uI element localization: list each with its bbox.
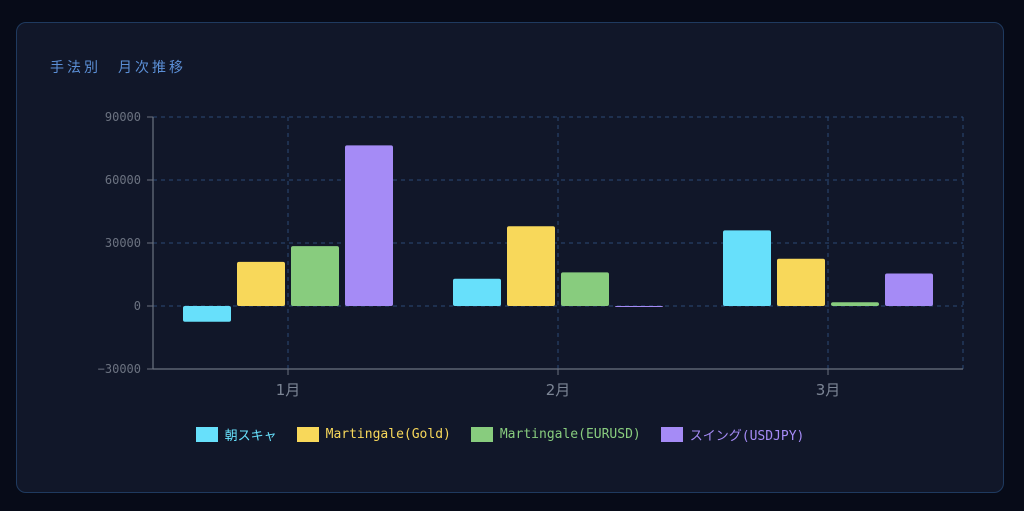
bars-layer — [183, 145, 933, 322]
axis-layer: −30000 0 30000 60000 90000 1月 2月 3月 — [98, 110, 963, 399]
bar[interactable] — [507, 226, 555, 306]
y-tick-label: 30000 — [105, 236, 141, 250]
bar[interactable] — [453, 278, 501, 306]
y-tick-label: 90000 — [105, 110, 141, 124]
chart-legend: 朝スキャ Martingale(Gold) Martingale(EURUSD) スイ… — [0, 424, 1012, 444]
bar[interactable] — [723, 230, 771, 306]
legend-swatch — [296, 426, 319, 442]
y-tick-label: 60000 — [105, 173, 141, 187]
legend-item[interactable]: 朝スキャ — [195, 425, 277, 444]
legend-swatch — [470, 426, 493, 442]
legend-label: Martingale(EURUSD) — [499, 426, 641, 442]
bar[interactable] — [345, 145, 393, 306]
grid-layer — [153, 116, 964, 369]
legend-item[interactable]: スイング(USDJPY) — [660, 425, 805, 444]
legend-item[interactable]: Martingale(Gold) — [296, 426, 451, 442]
bar[interactable] — [291, 246, 339, 306]
bar[interactable] — [831, 302, 879, 306]
bar[interactable] — [777, 258, 825, 306]
bar[interactable] — [183, 306, 231, 322]
x-tick-label: 2月 — [546, 381, 571, 399]
y-tick-label: 0 — [134, 299, 141, 313]
x-tick-label: 1月 — [276, 381, 301, 399]
legend-label: スイング(USDJPY) — [689, 428, 805, 444]
legend-label: Martingale(Gold) — [325, 426, 451, 442]
x-tick-label: 3月 — [816, 381, 841, 399]
bar[interactable] — [561, 272, 609, 306]
legend-swatch — [660, 426, 683, 442]
bar[interactable] — [237, 261, 285, 306]
bar[interactable] — [885, 273, 933, 306]
legend-item[interactable]: Martingale(EURUSD) — [470, 426, 641, 442]
legend-swatch — [195, 426, 218, 442]
bar[interactable] — [615, 306, 663, 308]
chart-title: 手法別 月次推移 — [50, 60, 186, 76]
legend-label: 朝スキャ — [224, 428, 277, 444]
y-tick-label: −30000 — [98, 362, 141, 376]
